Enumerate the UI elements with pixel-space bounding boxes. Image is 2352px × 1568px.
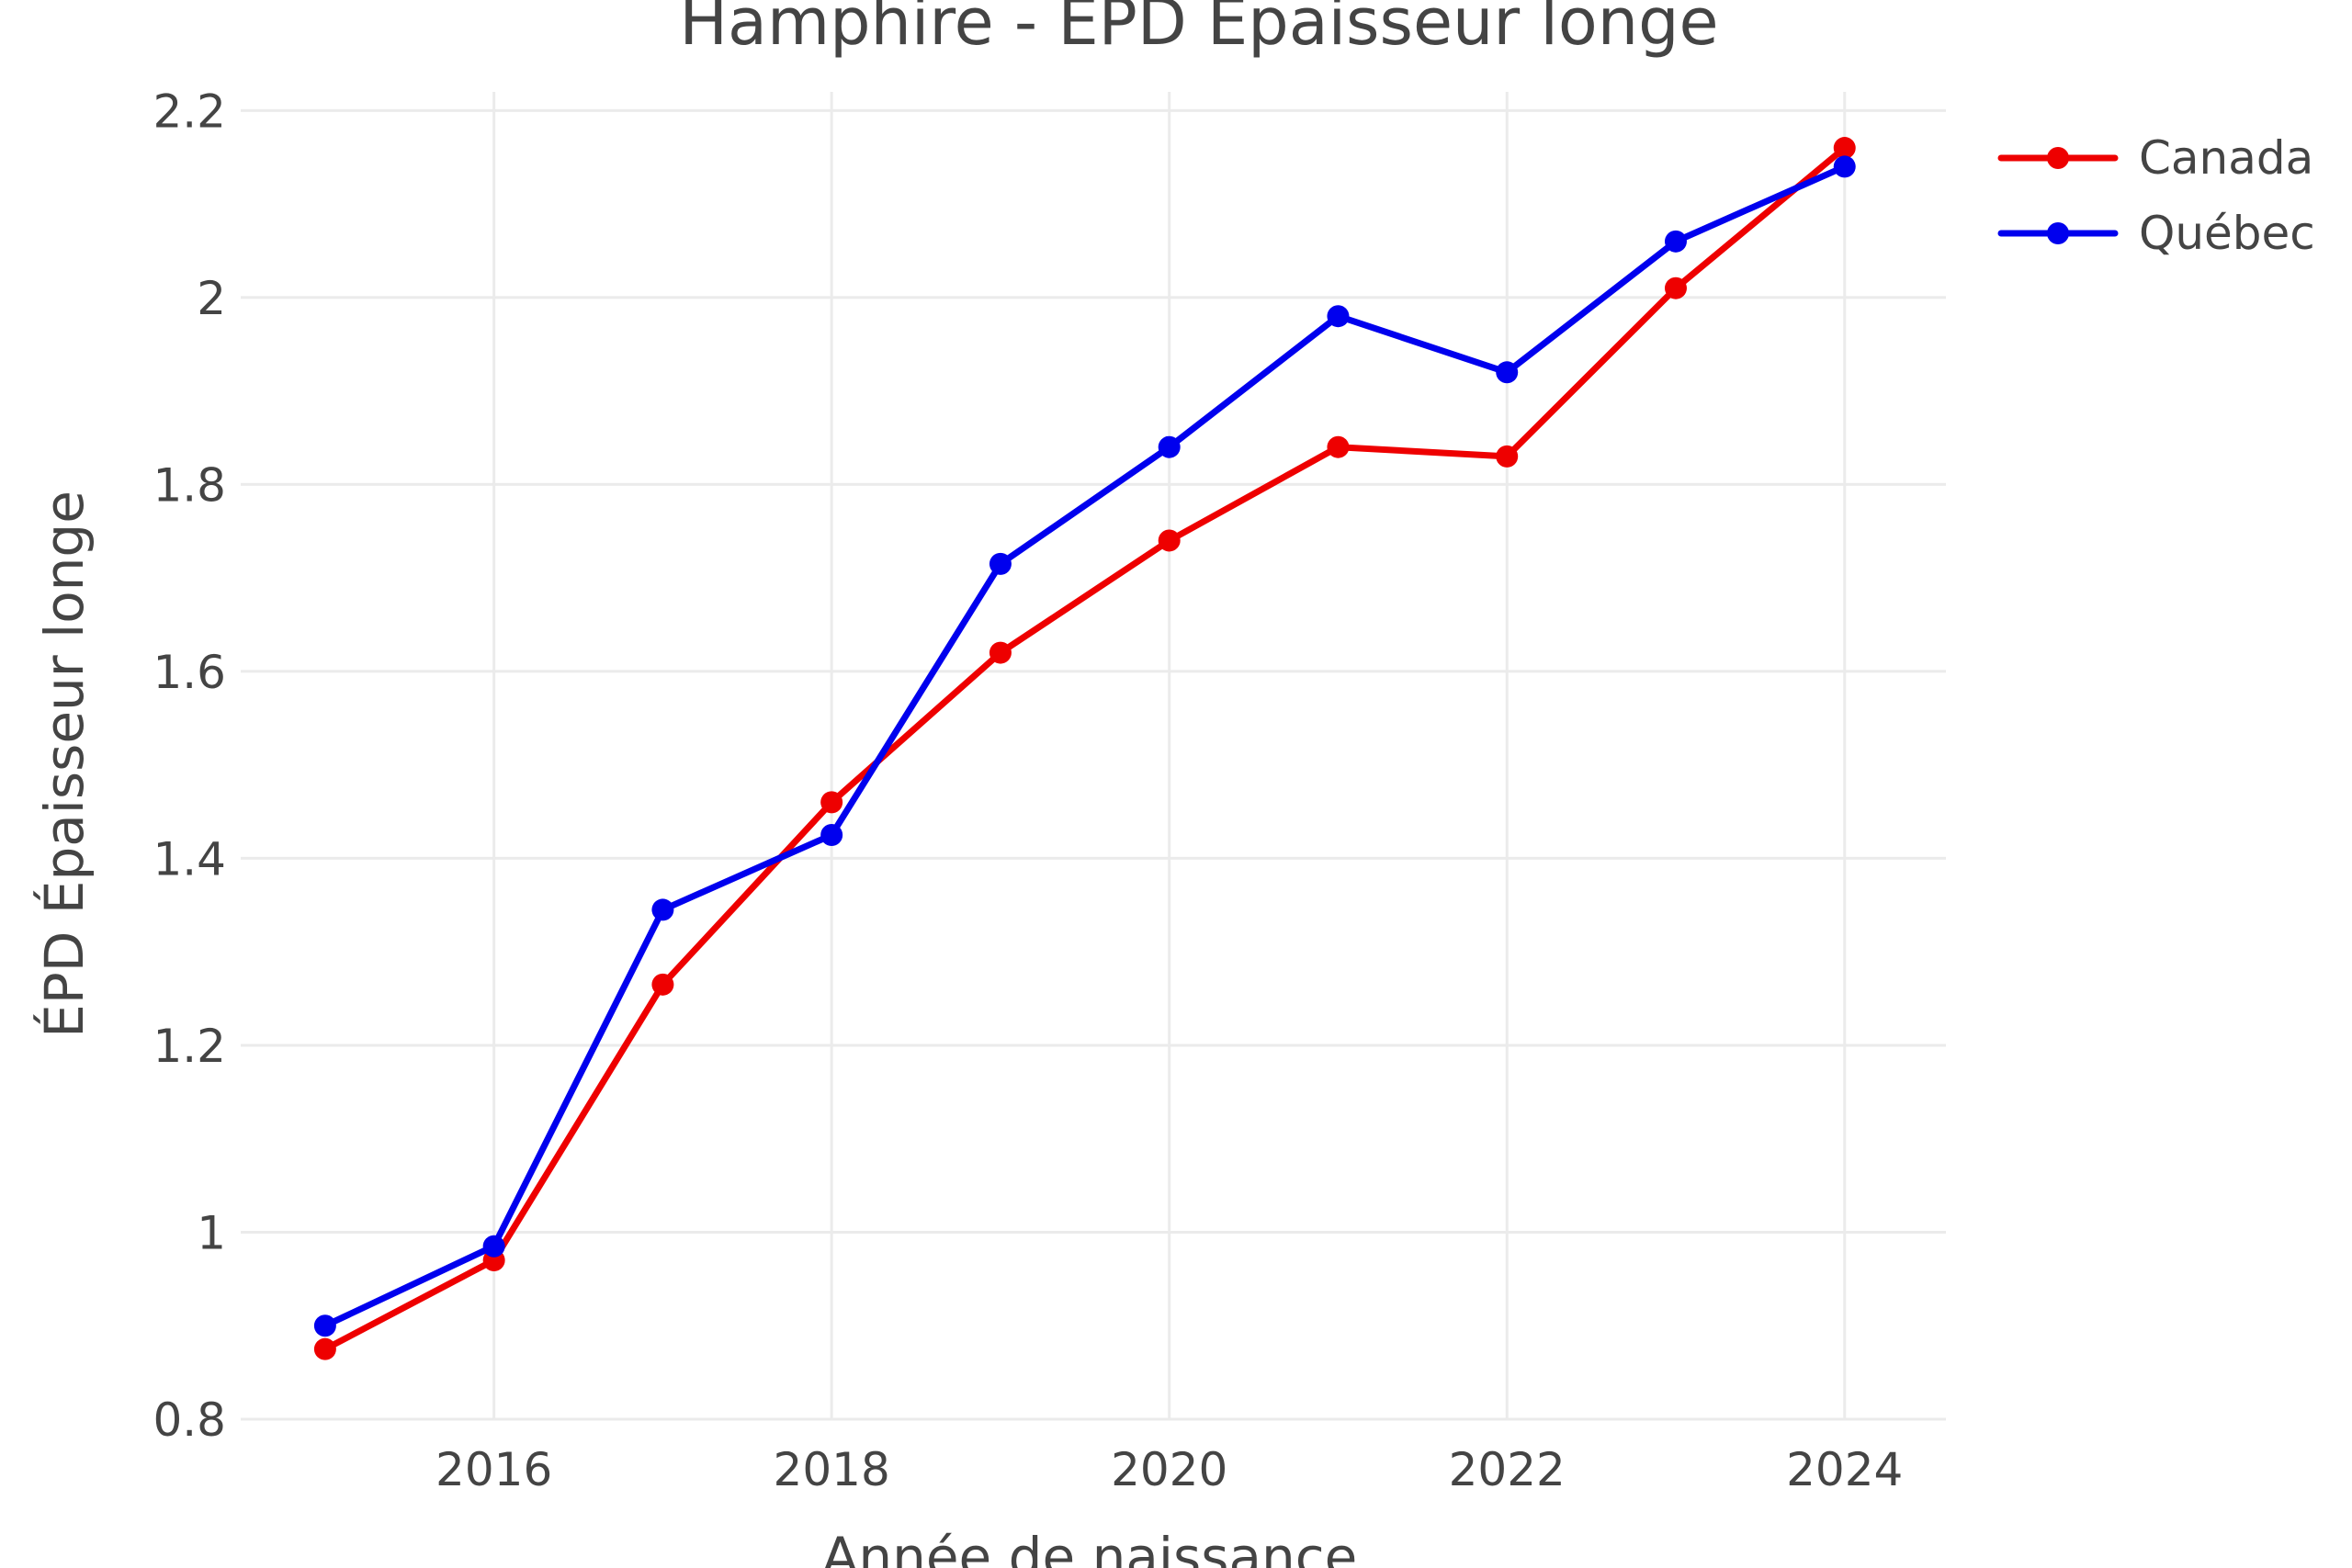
x-tick-label: 2020 (1111, 1443, 1227, 1496)
series-layer (313, 137, 1856, 1360)
data-point-canada (1664, 276, 1687, 299)
data-point-quebec (1327, 305, 1350, 328)
legend-label: Québec (2139, 207, 2315, 260)
data-point-canada (1327, 435, 1350, 458)
legend-swatch-marker (2047, 222, 2069, 244)
data-point-canada (1833, 137, 1856, 160)
x-tick-label: 2016 (435, 1443, 552, 1496)
x-gridlines (492, 92, 1847, 1419)
y-axis-title: ÉPD Épaisseur longe (32, 491, 96, 1038)
data-point-canada (820, 791, 843, 814)
x-tick-label: 2018 (774, 1443, 890, 1496)
legend-swatch-marker (2047, 147, 2069, 169)
series-line-quebec (322, 163, 1849, 1329)
y-tick-label: 2 (197, 272, 226, 325)
x-tick-labels: 2016 2018 2020 2022 2024 (435, 1443, 1903, 1496)
series-quebec (313, 155, 1856, 1337)
y-tick-label: 1.4 (153, 832, 226, 886)
data-point-canada (1158, 529, 1181, 552)
legend: Canada Québec (1997, 131, 2315, 260)
y-tick-label: 1 (197, 1206, 226, 1259)
x-axis-title: Année de naissance (822, 1526, 1358, 1568)
x-tick-label: 2022 (1449, 1443, 1566, 1496)
data-point-canada (989, 641, 1012, 664)
chart-title: Hamphire - EPD Epaisseur longe (679, 0, 1718, 60)
legend-item-quebec[interactable]: Québec (1997, 207, 2315, 260)
y-tick-label: 2.2 (153, 85, 226, 138)
y-tick-label: 1.6 (153, 646, 226, 699)
data-point-quebec (989, 552, 1012, 575)
y-gridlines (241, 108, 1946, 1421)
x-tick-label: 2024 (1786, 1443, 1903, 1496)
y-tick-label: 0.8 (153, 1393, 226, 1447)
legend-label: Canada (2139, 131, 2313, 185)
y-tick-label: 1.8 (153, 458, 226, 512)
data-point-quebec (820, 823, 843, 846)
legend-item-canada[interactable]: Canada (1997, 131, 2313, 185)
data-point-canada (313, 1337, 336, 1360)
y-tick-labels: 0.8 1 1.2 1.4 1.6 1.8 2 2.2 (153, 85, 226, 1447)
data-point-canada (651, 973, 674, 996)
data-point-quebec (313, 1314, 336, 1337)
y-tick-label: 1.2 (153, 1020, 226, 1073)
data-point-quebec (651, 898, 674, 921)
series-canada (313, 137, 1856, 1360)
data-point-quebec (482, 1235, 505, 1258)
data-point-quebec (1664, 230, 1687, 253)
data-point-quebec (1833, 155, 1856, 178)
data-point-quebec (1158, 435, 1181, 458)
data-point-quebec (1496, 361, 1519, 384)
series-line-canada (322, 144, 1849, 1353)
data-point-canada (1496, 445, 1519, 468)
